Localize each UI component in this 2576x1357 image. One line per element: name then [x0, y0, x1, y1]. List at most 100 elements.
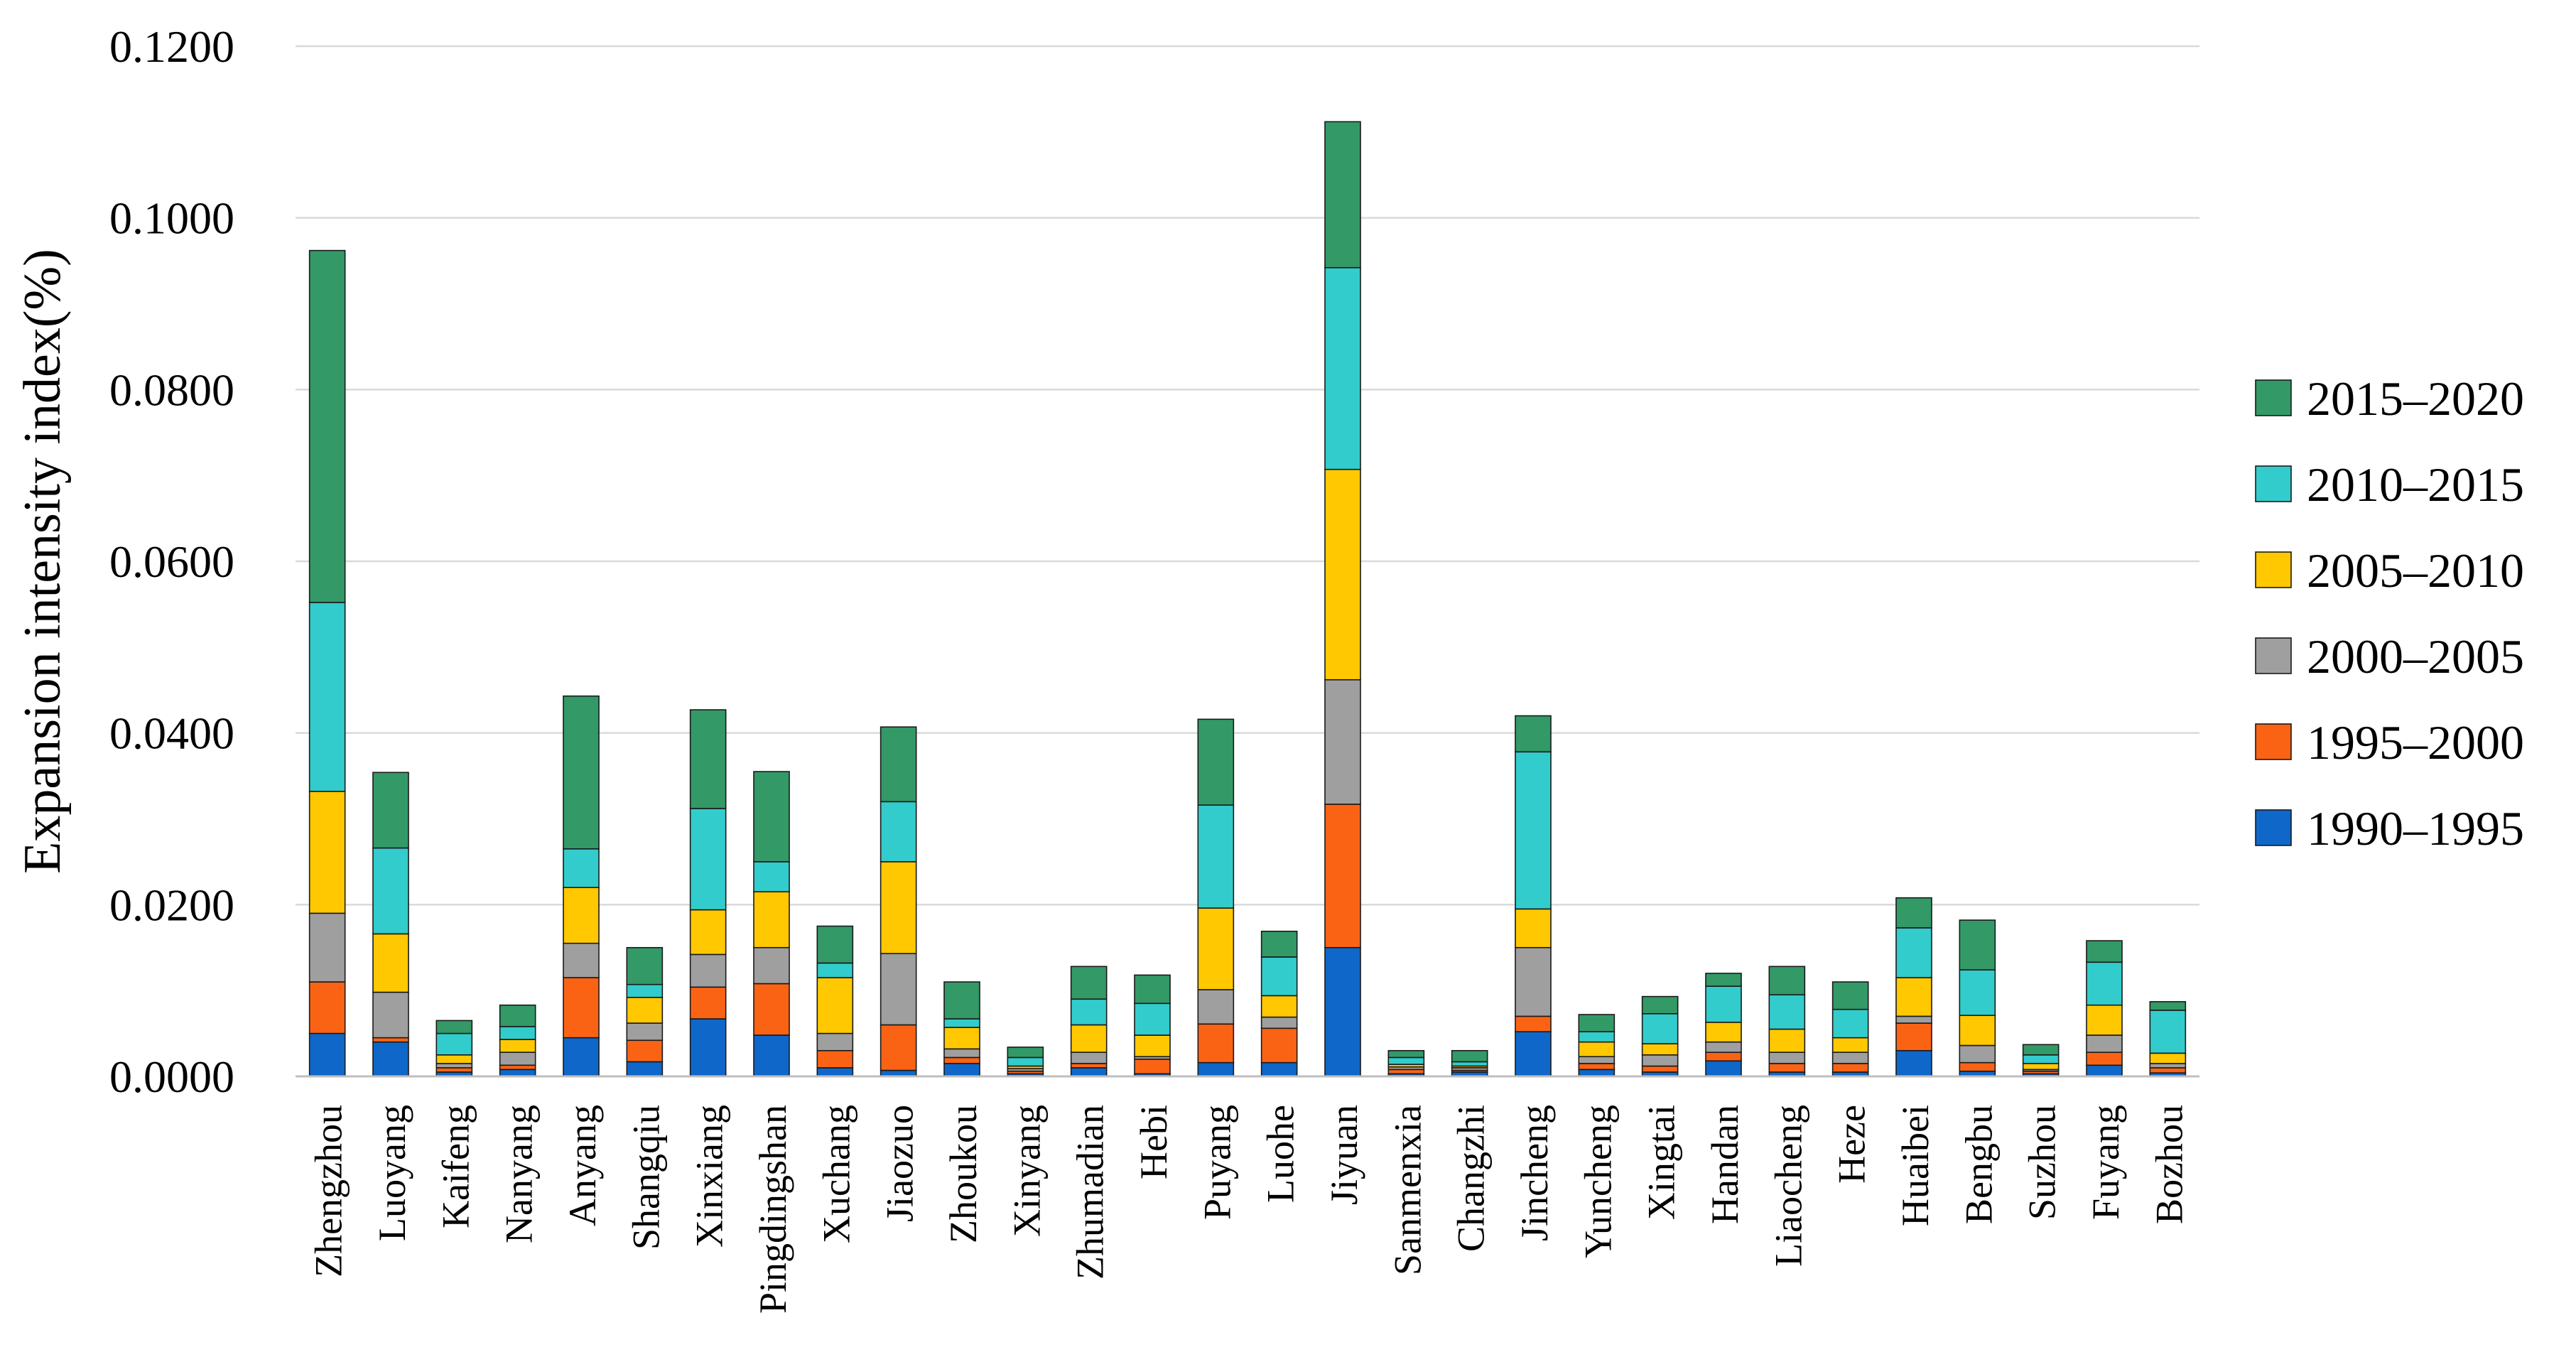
bar-segment-zhengzhou-2	[308, 912, 346, 983]
bar-stack-zhengzhou	[308, 249, 346, 1077]
bar-segment-luoyang-2	[372, 991, 409, 1039]
bar-segment-jiyuan-5	[1324, 121, 1361, 269]
bar-segment-shangqiu-5	[626, 946, 664, 985]
bar-segment-pingdingshan-0	[753, 1034, 790, 1077]
bar-stack-xuchang	[816, 925, 854, 1077]
legend-swatch	[2255, 551, 2292, 588]
bar-segment-zhoukou-5	[943, 981, 980, 1020]
y-tick-label: 0.0600	[109, 536, 234, 587]
bar-segment-puyang-5	[1197, 718, 1235, 806]
bar-stack-nanyang	[499, 1004, 536, 1077]
bar-segment-xuchang-0	[816, 1067, 854, 1077]
legend-label: 1990–1995	[2307, 801, 2524, 855]
bar-segment-xinxiang-5	[689, 709, 727, 809]
bar-segment-jincheng-5	[1515, 715, 1552, 753]
bar-segment-kaifeng-4	[435, 1032, 473, 1056]
bar-stack-xinxiang	[689, 709, 727, 1077]
bar-stack-zhoukou	[943, 981, 980, 1077]
bar-segment-hebi-3	[1134, 1034, 1171, 1058]
bar-segment-zhengzhou-0	[308, 1032, 346, 1077]
bar-segment-xuchang-3	[816, 977, 854, 1034]
bar-segment-fuyang-5	[2086, 940, 2123, 963]
bar-segment-jiaozuo-3	[880, 861, 917, 955]
legend-swatch	[2255, 723, 2292, 760]
x-tick-label: Bengbu	[1957, 1105, 2000, 1224]
legend: 2015–2020 2010–2015 2005–2010 2000–2005 1995…	[2255, 372, 2524, 855]
bar-segment-bozhou-4	[2149, 1010, 2187, 1054]
bar-segment-xinxiang-0	[689, 1018, 727, 1077]
bar-segment-bengbu-3	[1959, 1015, 1996, 1047]
bar-segment-zhumadian-4	[1070, 998, 1108, 1026]
legend-item: 2015–2020	[2255, 372, 2524, 426]
x-tick-label: Bozhou	[2148, 1105, 2190, 1224]
bar-segment-liaocheng-1	[1768, 1063, 1806, 1073]
bar-segment-handan-5	[1705, 973, 1742, 987]
bar-segment-fuyang-4	[2086, 961, 2123, 1006]
bar-stack-xingtai	[1641, 995, 1679, 1077]
x-tick-label: Huaibei	[1894, 1105, 1937, 1226]
bar-segment-luohe-5	[1260, 930, 1298, 958]
bar-segment-kaifeng-5	[435, 1020, 473, 1034]
bar-segment-luohe-2	[1260, 1016, 1298, 1029]
bar-segment-changzhi-4	[1451, 1061, 1488, 1067]
bar-stack-changzhi	[1451, 1049, 1488, 1077]
x-tick-label: Handan	[1704, 1105, 1746, 1224]
bar-segment-xingtai-5	[1641, 995, 1679, 1015]
y-tick-label: 0.1200	[109, 21, 234, 72]
bar-segment-xinyang-5	[1007, 1047, 1044, 1059]
bar-segment-huaibei-3	[1895, 977, 1932, 1017]
bars	[308, 121, 2187, 1077]
bar-segment-zhengzhou-1	[308, 981, 346, 1034]
bar-segment-pingdingshan-3	[753, 891, 790, 948]
bar-segment-xinxiang-1	[689, 986, 727, 1020]
bar-segment-hebi-4	[1134, 1002, 1171, 1036]
bar-segment-kaifeng-1	[435, 1067, 473, 1073]
bar-segment-xingtai-4	[1641, 1012, 1679, 1044]
bar-segment-heze-2	[1831, 1051, 1869, 1064]
bar-segment-bozhou-1	[2149, 1067, 2187, 1074]
bar-segment-xingtai-3	[1641, 1043, 1679, 1056]
bar-stack-puyang	[1197, 718, 1235, 1077]
bar-segment-pingdingshan-4	[753, 861, 790, 893]
bar-segment-handan-3	[1705, 1022, 1742, 1043]
bar-segment-yuncheng-3	[1578, 1041, 1616, 1058]
x-tick-label: Hebi	[1132, 1105, 1175, 1179]
bar-segment-puyang-4	[1197, 804, 1235, 909]
bar-segment-suzhou-4	[2022, 1054, 2060, 1064]
bar-segment-luoyang-1	[372, 1037, 409, 1043]
legend-label: 2005–2010	[2307, 544, 2524, 598]
bar-segment-shangqiu-2	[626, 1022, 664, 1042]
x-tick-label: Anyang	[561, 1105, 604, 1226]
bar-segment-puyang-1	[1197, 1023, 1235, 1064]
x-tick-label: Xuchang	[815, 1105, 857, 1243]
bar-segment-pingdingshan-1	[753, 983, 790, 1036]
bar-segment-anyang-4	[563, 848, 600, 888]
bar-segment-jiyuan-3	[1324, 468, 1361, 681]
bar-segment-jiyuan-2	[1324, 678, 1361, 805]
legend-label: 2010–2015	[2307, 458, 2524, 512]
bar-segment-sanmenxia-1	[1387, 1069, 1425, 1075]
bar-segment-zhoukou-2	[943, 1048, 980, 1059]
bar-segment-bengbu-1	[1959, 1061, 1996, 1072]
bar-segment-bozhou-2	[2149, 1063, 2187, 1069]
x-tick-label: Xinxiang	[688, 1105, 731, 1248]
bar-segment-puyang-0	[1197, 1061, 1235, 1077]
x-tick-label: Xinyang	[1005, 1105, 1048, 1237]
bar-segment-puyang-2	[1197, 989, 1235, 1025]
legend-item: 1995–2000	[2255, 715, 2524, 769]
y-tick-label: 0.0200	[109, 880, 234, 930]
x-tick-label: Puyang	[1196, 1105, 1238, 1220]
bar-segment-handan-0	[1705, 1060, 1742, 1077]
bar-stack-suzhou	[2022, 1044, 2060, 1077]
bar-segment-yuncheng-4	[1578, 1031, 1616, 1043]
x-tick-label: Kaifeng	[434, 1105, 477, 1228]
bar-segment-liaocheng-3	[1768, 1028, 1806, 1053]
bar-segment-xuchang-1	[816, 1049, 854, 1069]
legend-swatch	[2255, 809, 2292, 846]
bar-segment-bengbu-4	[1959, 969, 1996, 1017]
legend-swatch	[2255, 637, 2292, 674]
bar-segment-zhoukou-0	[943, 1063, 980, 1077]
legend-item: 2000–2005	[2255, 629, 2524, 683]
